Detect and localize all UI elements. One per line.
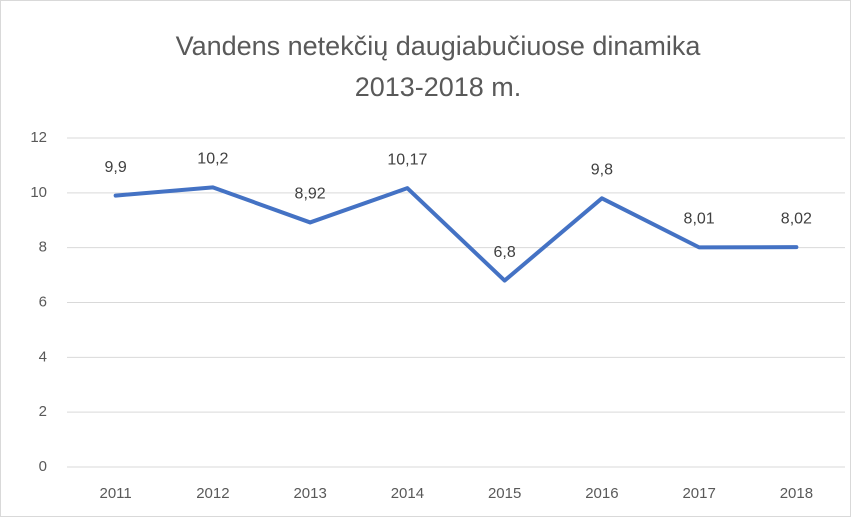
data-label: 9,8: [591, 162, 613, 179]
x-tick-label: 2016: [585, 485, 618, 502]
y-tick-label: 0: [39, 458, 47, 475]
chart-title: 2013-2018 m.: [355, 72, 522, 102]
x-tick-label: 2011: [99, 485, 131, 502]
y-tick-label: 2: [39, 403, 47, 420]
x-tick-label: 2012: [196, 485, 229, 502]
y-tick-label: 12: [30, 129, 47, 146]
x-tick-label: 2013: [293, 485, 326, 502]
data-label: 8,92: [295, 186, 326, 203]
data-label: 8,02: [781, 210, 812, 227]
y-tick-label: 4: [39, 348, 47, 365]
chart-title: Vandens netekčių daugiabučiuose dinamika: [176, 31, 702, 61]
y-tick-label: 10: [30, 184, 47, 201]
x-tick-label: 2018: [780, 485, 813, 502]
series-line: [113, 185, 799, 283]
x-tick-label: 2015: [488, 485, 521, 502]
data-label: 8,01: [684, 211, 715, 228]
data-label: 6,8: [494, 244, 516, 261]
data-label: 10,2: [197, 151, 228, 168]
data-label: 9,9: [105, 159, 127, 176]
data-label: 10,17: [387, 151, 427, 168]
y-tick-label: 6: [39, 293, 47, 310]
y-tick-label: 8: [39, 239, 47, 256]
x-tick-label: 2014: [391, 485, 424, 502]
x-tick-label: 2017: [682, 485, 715, 502]
